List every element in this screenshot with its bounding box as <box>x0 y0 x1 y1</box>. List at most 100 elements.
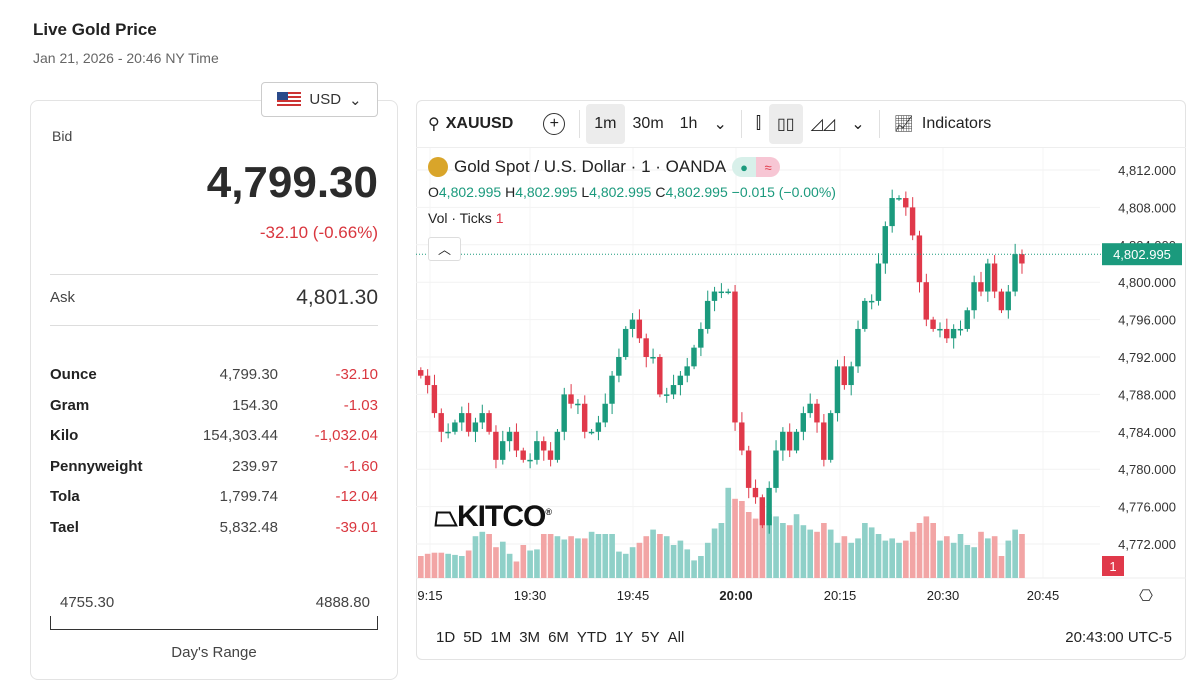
volume-bar <box>595 534 602 578</box>
volume-bar <box>821 523 827 578</box>
settings-icon[interactable]: ⎔ <box>1139 588 1153 605</box>
unit-row: Gram 154.30 -1.03 <box>50 397 378 427</box>
compare-button[interactable]: + <box>535 104 573 144</box>
candle-body <box>527 459 533 462</box>
volume-bar <box>882 540 889 578</box>
volume-bar <box>841 536 848 578</box>
interval-chevron-down-icon[interactable]: ⌄ <box>713 115 727 133</box>
indicators-icon: 📈︎ <box>893 115 914 133</box>
range-3m[interactable]: 3M <box>519 628 541 646</box>
unit-name: Gram <box>50 396 90 414</box>
candlestick-chart[interactable]: 4,812.0004,808.0004,804.0004,800.0004,79… <box>416 148 1186 618</box>
candle-body <box>950 328 957 339</box>
candle-body <box>493 431 499 460</box>
y-tick-label: 4,796.000 <box>1118 313 1176 328</box>
range-5y[interactable]: 5Y <box>641 628 660 646</box>
candle-body <box>431 385 438 414</box>
unit-change: -32.10 <box>335 366 378 383</box>
collapse-legend-button[interactable]: ︿ <box>428 237 461 261</box>
currency-select[interactable]: USD ⌄ <box>261 82 378 117</box>
volume-bar <box>1019 534 1025 578</box>
volume-bar <box>834 542 841 578</box>
candle-body <box>445 431 451 434</box>
volume-bar <box>677 540 684 578</box>
candle-body <box>773 450 779 488</box>
range-ytd[interactable]: YTD <box>576 628 607 646</box>
range-5d[interactable]: 5D <box>463 628 483 646</box>
bid-label: Bid <box>52 128 73 144</box>
volume-bar <box>766 514 773 578</box>
low-value: 4,802.995 <box>589 184 652 200</box>
candle-body <box>616 357 622 376</box>
candle-body <box>670 385 677 395</box>
volume-bar <box>991 536 998 578</box>
area-chart-icon[interactable]: ◿◿ <box>810 115 836 133</box>
volume-bar <box>916 523 923 578</box>
candle-body <box>595 422 602 432</box>
candle-body <box>479 413 485 423</box>
volume-bar <box>944 536 950 578</box>
volume-bar <box>739 501 745 578</box>
volume-bar <box>513 561 520 578</box>
range-1d[interactable]: 1D <box>436 628 456 646</box>
unit-change: -39.01 <box>335 518 378 536</box>
candle-body <box>923 282 929 320</box>
candle-body <box>629 319 636 329</box>
volume-bar <box>855 538 861 578</box>
unit-price: 4,799.30 <box>219 366 278 383</box>
volume-bar <box>704 542 711 578</box>
candle-body <box>800 413 806 432</box>
range-all[interactable]: All <box>667 628 685 646</box>
candle-body <box>793 431 800 451</box>
candle-body <box>513 431 520 451</box>
volume-bar <box>957 534 964 578</box>
candles-chart-icon[interactable]: ▯▯ <box>768 103 803 144</box>
candle-body <box>718 291 725 294</box>
volume-bar <box>868 527 875 578</box>
candle-body <box>561 394 567 432</box>
volume-bar <box>827 529 834 578</box>
x-tick-label: 20:00 <box>719 588 752 603</box>
chart-type-chevron-down-icon[interactable]: ⌄ <box>851 115 865 133</box>
volume-label: Vol · Ticks <box>428 210 492 226</box>
bars-chart-icon[interactable]: ⫿ <box>755 114 761 132</box>
volume-bar <box>684 549 691 578</box>
range-1m[interactable]: 1M <box>490 628 512 646</box>
candle-body <box>663 394 670 396</box>
candle-body <box>540 441 547 451</box>
status-pill: ● ≈ <box>732 157 781 177</box>
candle-body <box>868 300 875 303</box>
candle-body <box>752 487 759 498</box>
candle-body <box>568 394 574 404</box>
range-6m[interactable]: 6M <box>548 628 569 646</box>
currency-value: USD <box>309 91 342 108</box>
volume-bar <box>909 531 916 578</box>
y-tick-label: 4,772.000 <box>1118 537 1176 552</box>
timestamp: Jan 21, 2026 - 20:46 NY Time <box>33 50 219 66</box>
bid-price: 4,799.30 <box>206 158 378 207</box>
volume-bar <box>629 547 636 578</box>
candle-body <box>465 413 472 432</box>
volume-bar <box>752 518 759 578</box>
interval-1h[interactable]: 1h <box>679 114 698 132</box>
indicators-button[interactable]: 📈︎ Indicators <box>886 104 1000 144</box>
symbol-search[interactable]: ⚲ XAUUSD <box>416 104 521 144</box>
x-tick-label: 19:30 <box>514 588 547 603</box>
unit-price: 239.97 <box>232 457 278 475</box>
range-1y[interactable]: 1Y <box>614 628 634 646</box>
candle-body <box>657 357 663 395</box>
plus-circle-icon: + <box>543 112 566 135</box>
volume-bar <box>554 536 561 578</box>
candle-body <box>452 422 458 432</box>
clock[interactable]: 20:43:00 UTC-5 <box>1065 628 1172 646</box>
ask-price: 4,801.30 <box>296 286 378 309</box>
interval-30m[interactable]: 30m <box>632 114 664 132</box>
candle-body <box>643 338 649 357</box>
volume-bar <box>561 539 568 578</box>
volume-bar <box>670 545 677 578</box>
high-value: 4,802.995 <box>515 184 578 200</box>
interval-1m[interactable]: 1m <box>586 103 625 144</box>
candle-body <box>636 319 643 339</box>
candle-body <box>588 431 595 434</box>
unit-row: Tola 1,799.74 -12.04 <box>50 488 378 518</box>
